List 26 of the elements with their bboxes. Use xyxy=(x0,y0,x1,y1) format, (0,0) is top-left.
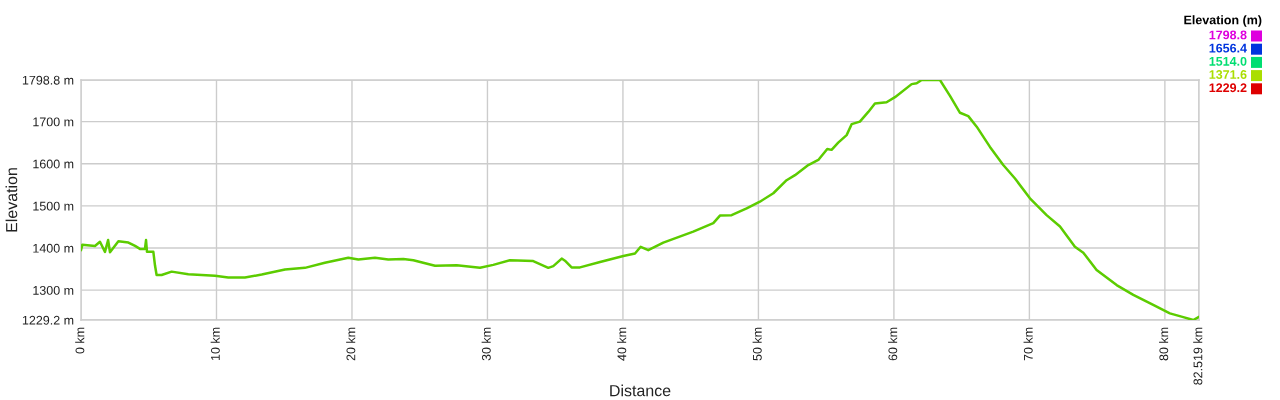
color-bar-title: Elevation (m) xyxy=(1184,15,1262,27)
y-tick-label: 1500 m xyxy=(33,201,74,211)
color-bar-label: 1798.8 xyxy=(1209,30,1247,40)
x-tick-label: 80 km xyxy=(1159,327,1169,361)
y-tick-label: 1300 m xyxy=(33,285,74,295)
x-tick-label: 50 km xyxy=(752,327,762,361)
x-tick-label: 82.519 km xyxy=(1193,327,1203,385)
x-tick-label: 20 km xyxy=(346,327,356,361)
y-tick-label: 1229.2 m xyxy=(22,315,74,325)
color-bar-label: 1371.6 xyxy=(1209,70,1247,79)
line-series xyxy=(81,80,1199,320)
y-tick-label: 1600 m xyxy=(33,159,74,169)
x-tick-label: 30 km xyxy=(481,327,491,361)
color-bar-label: 1656.4 xyxy=(1209,43,1247,53)
x-tick-label: 70 km xyxy=(1023,327,1033,361)
x-tick-label: 60 km xyxy=(888,327,898,361)
x-tick-label: 0 km xyxy=(75,327,85,354)
y-tick-label: 1798.8 m xyxy=(22,75,74,85)
y-tick-label: 1700 m xyxy=(33,117,74,127)
color-bar-label: 1514.0 xyxy=(1209,56,1247,66)
y-tick-label: 1400 m xyxy=(33,243,74,253)
color-bar-label: 1229.2 xyxy=(1209,83,1247,93)
x-tick-label: 40 km xyxy=(617,327,627,361)
x-axis-title: Distance xyxy=(610,384,671,397)
x-tick-label: 10 km xyxy=(210,327,220,361)
y-axis-title: Elevation xyxy=(5,168,18,232)
